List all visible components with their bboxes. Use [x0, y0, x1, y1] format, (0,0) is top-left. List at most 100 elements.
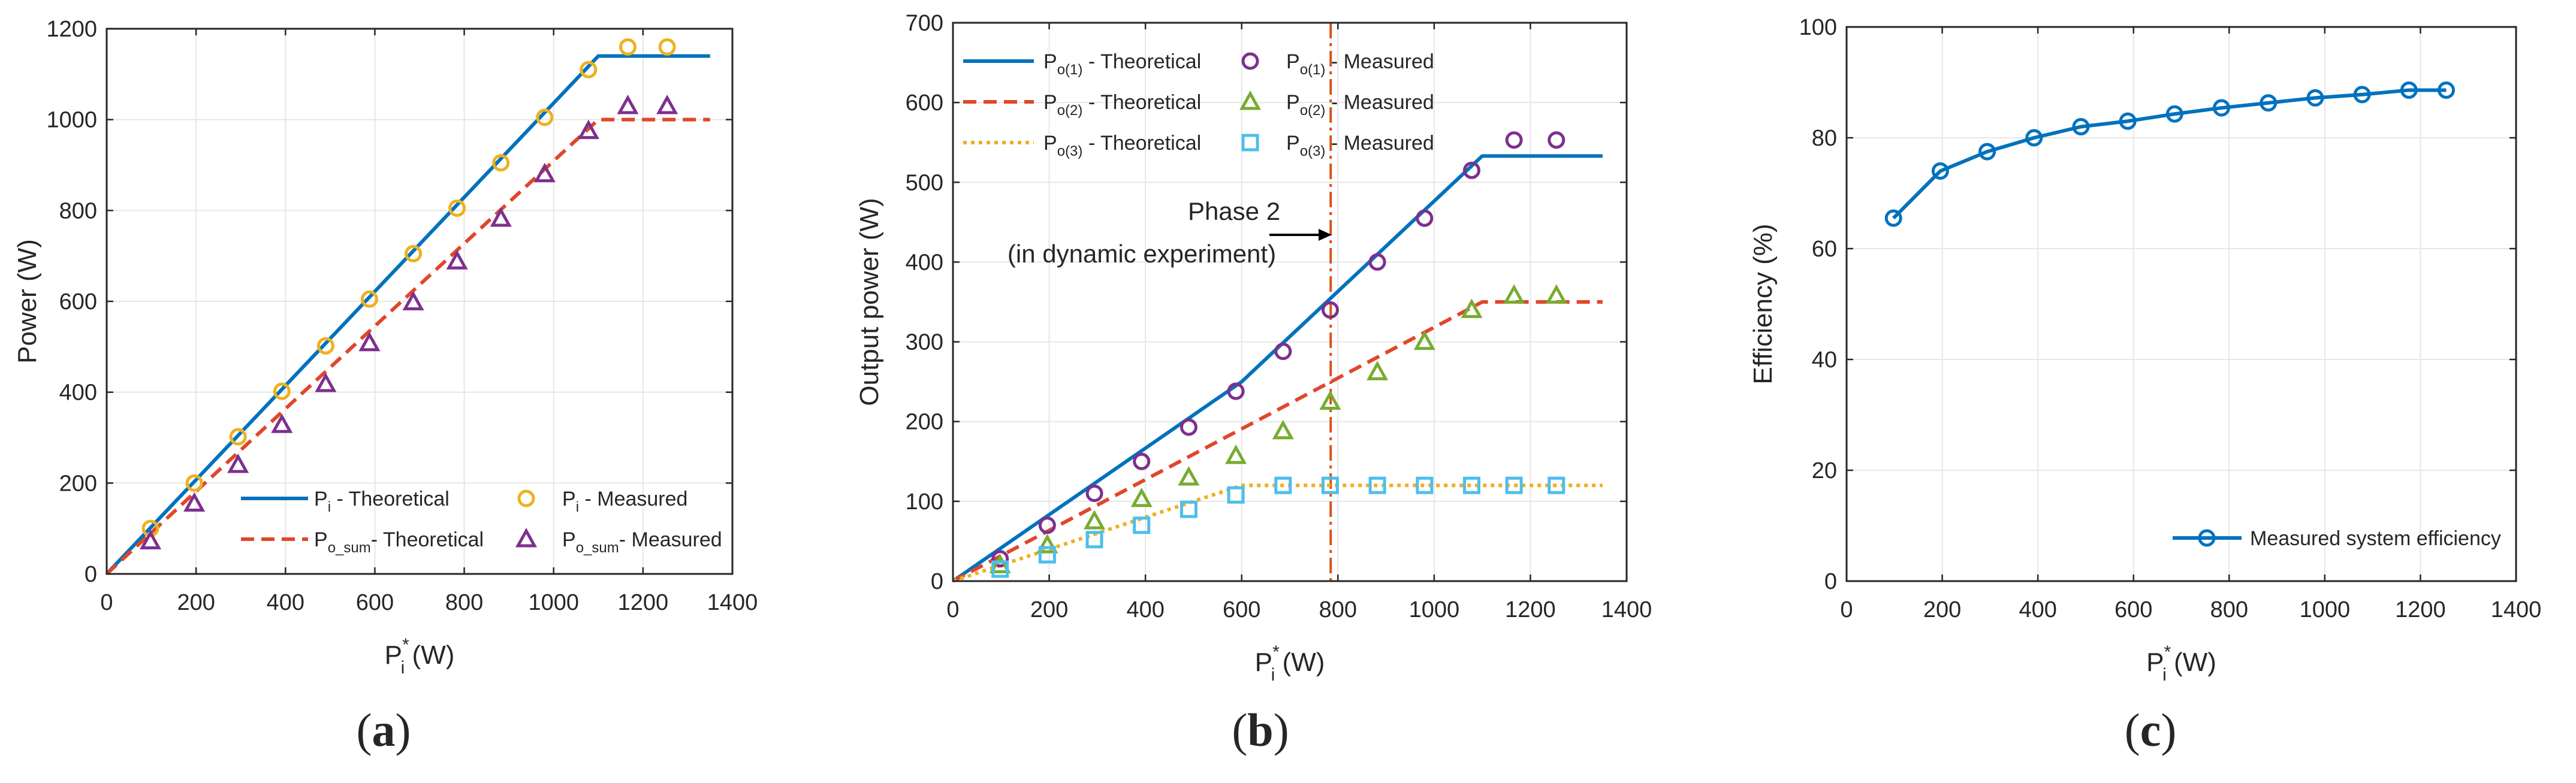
legend-marker-swatch: [515, 528, 538, 548]
y-tick-label: 400: [906, 250, 943, 275]
legend-label: Pi - Theoretical: [314, 488, 450, 515]
data-point: [2025, 129, 2043, 147]
legend-marker-swatch: [2198, 529, 2216, 547]
data-point: [1462, 161, 1480, 179]
data-point: [1367, 361, 1389, 380]
data-point: [2165, 105, 2183, 123]
y-tick-label: 100: [906, 489, 943, 515]
x-tick-label: 1000: [2300, 597, 2351, 622]
y-tick-label: 40: [1812, 347, 1837, 373]
data-point: [448, 199, 466, 217]
data-point: [1038, 546, 1056, 564]
legend-label: Po(2) - Theoretical: [1043, 91, 1201, 119]
y-tick-label: 500: [906, 170, 943, 195]
y-axis-label: Output power (W): [855, 198, 884, 406]
legend-label: Po_sum- Measured: [562, 528, 722, 556]
series-line: [952, 154, 1603, 583]
data-point: [991, 550, 1009, 568]
data-point: [1548, 476, 1565, 494]
y-tick-label: 0: [85, 562, 97, 587]
data-point: [656, 94, 678, 114]
x-axis-label: P* i (W): [1255, 642, 1325, 685]
x-tick-label: 200: [1923, 597, 1961, 622]
axes-frame: [105, 28, 734, 575]
x-tick-label: 200: [1030, 597, 1068, 622]
data-point: [1505, 131, 1523, 149]
legend-label: Po(3) - Theoretical: [1043, 132, 1201, 159]
data-point: [1978, 143, 1996, 161]
x-tick-label: 800: [2210, 597, 2248, 622]
data-point: [140, 530, 162, 549]
x-tick-label: 200: [177, 590, 215, 615]
data-point: [1931, 162, 1949, 180]
legend-label: Pi - Measured: [562, 488, 687, 515]
data-point: [1321, 301, 1339, 319]
data-point: [2306, 89, 2324, 107]
data-point: [1413, 330, 1435, 350]
x-tick-label: 800: [1319, 597, 1357, 622]
data-point: [1133, 516, 1151, 534]
data-point: [1321, 476, 1339, 494]
legend-marker-swatch: [1239, 90, 1262, 110]
series-line: [952, 300, 1603, 583]
legend-marker-swatch: [1241, 52, 1259, 70]
legend-marker-swatch: [1241, 134, 1259, 152]
x-axis-label: P* i (W): [2146, 642, 2216, 685]
data-point: [1130, 487, 1153, 507]
legend-marker-swatch: [517, 489, 535, 507]
data-point: [1085, 531, 1103, 549]
data-point: [1461, 298, 1483, 318]
data-point: [402, 291, 424, 311]
data-point: [1272, 419, 1294, 440]
panel-tag: (a): [357, 704, 411, 756]
data-point: [1227, 486, 1245, 504]
x-tick-label: 1000: [528, 590, 579, 615]
x-tick-label: 1200: [2395, 597, 2446, 622]
data-point: [1085, 485, 1103, 503]
x-tick-label: 1400: [707, 590, 758, 615]
data-point: [2072, 118, 2090, 135]
data-point: [1274, 343, 1292, 361]
data-point: [1038, 516, 1056, 534]
x-tick-label: 1200: [1505, 597, 1556, 622]
data-point: [183, 492, 206, 512]
data-point: [273, 382, 291, 400]
data-point: [991, 560, 1009, 578]
y-tick-label: 60: [1812, 237, 1837, 262]
x-tick-label: 1000: [1409, 597, 1460, 622]
y-tick-label: 400: [59, 380, 97, 406]
data-point: [490, 207, 512, 227]
legend-label: Po(2) - Measured: [1286, 91, 1434, 119]
x-tick-label: 600: [2115, 597, 2152, 622]
x-tick-label: 800: [445, 590, 483, 615]
data-point: [1884, 209, 1902, 227]
x-tick-label: 1400: [2491, 597, 2542, 622]
x-tick-label: 600: [356, 590, 394, 615]
y-tick-label: 0: [931, 569, 943, 594]
data-point: [1178, 465, 1200, 486]
y-tick-label: 200: [906, 410, 943, 435]
legend-label: Po(1) - Theoretical: [1043, 50, 1201, 78]
data-point: [1368, 476, 1386, 494]
data-point: [1462, 476, 1480, 494]
series-line: [105, 117, 710, 576]
panel-a-chart: 0 200 400 600 800 1000 1200 1400 0 200 400 600 800 10…: [13, 17, 758, 756]
y-tick-label: 600: [59, 289, 97, 315]
x-axis-label: P* i (W): [385, 635, 455, 678]
axes-frame: [952, 22, 1628, 582]
data-point: [1505, 476, 1523, 494]
data-point: [1545, 284, 1567, 304]
panel-c-chart: 0 200 400 600 800 1000 1200 1400 0 20 40 60 80 100 P* i…: [1748, 15, 2541, 756]
data-point: [2213, 99, 2231, 117]
data-point: [1368, 253, 1386, 271]
legend-label: Po(3) - Measured: [1286, 132, 1434, 159]
data-point: [619, 38, 637, 56]
series-line: [1892, 88, 2447, 220]
data-point: [360, 290, 378, 308]
x-tick-label: 600: [1223, 597, 1260, 622]
data-point: [2119, 112, 2137, 130]
series-line: [952, 483, 1603, 583]
data-point: [989, 554, 1011, 573]
data-point: [1083, 510, 1106, 530]
